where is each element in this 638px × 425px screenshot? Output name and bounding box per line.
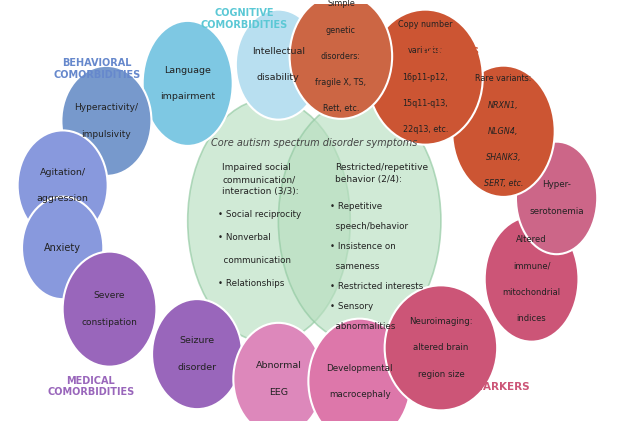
Text: fragile X, TS,: fragile X, TS, xyxy=(315,78,366,87)
Text: immune/: immune/ xyxy=(513,261,551,270)
Text: variants:: variants: xyxy=(408,46,443,55)
Text: Seizure: Seizure xyxy=(179,337,214,346)
Text: genetic: genetic xyxy=(326,26,356,34)
Text: MEDICAL
COMORBIDITIES: MEDICAL COMORBIDITIES xyxy=(47,376,135,397)
Text: 16p11-p12,: 16p11-p12, xyxy=(403,73,448,82)
Ellipse shape xyxy=(308,319,411,425)
Text: impulsivity: impulsivity xyxy=(82,130,131,139)
Text: altered brain: altered brain xyxy=(413,343,468,352)
Ellipse shape xyxy=(236,10,321,120)
Text: Core autism spectrum disorder symptoms: Core autism spectrum disorder symptoms xyxy=(211,138,418,147)
Text: Restricted/repetitive
behavior (2/4):: Restricted/repetitive behavior (2/4): xyxy=(335,163,427,184)
Text: Severe: Severe xyxy=(94,292,125,300)
Text: COGNITIVE
COMORBIDITIES: COGNITIVE COMORBIDITIES xyxy=(200,8,288,30)
Text: BIOMARKERS: BIOMARKERS xyxy=(452,382,530,391)
Text: macrocephaly: macrocephaly xyxy=(329,390,390,399)
Text: EEG: EEG xyxy=(269,388,288,397)
Text: aggression: aggression xyxy=(37,194,89,203)
Text: Language: Language xyxy=(164,66,211,75)
Ellipse shape xyxy=(234,323,323,425)
Text: abnormalities: abnormalities xyxy=(330,322,396,331)
Text: impairment: impairment xyxy=(160,92,215,101)
Text: region size: region size xyxy=(417,370,464,379)
Text: mitochondrial: mitochondrial xyxy=(503,288,561,297)
Text: • Relationships: • Relationships xyxy=(218,279,284,288)
Ellipse shape xyxy=(278,99,441,343)
Text: Simple: Simple xyxy=(327,0,355,8)
Text: sameness: sameness xyxy=(330,262,380,271)
Text: • Restricted interests: • Restricted interests xyxy=(330,282,424,291)
Ellipse shape xyxy=(63,252,156,367)
Text: Rett, etc.: Rett, etc. xyxy=(323,104,359,113)
Text: 22q13, etc.: 22q13, etc. xyxy=(403,125,448,134)
Text: constipation: constipation xyxy=(82,318,137,327)
Text: Impaired social
communication/
interaction (3/3):: Impaired social communication/ interacti… xyxy=(222,163,299,196)
Text: • Repetitive: • Repetitive xyxy=(330,202,382,211)
Text: Hyper-: Hyper- xyxy=(542,180,571,189)
Text: disability: disability xyxy=(257,73,300,82)
Ellipse shape xyxy=(367,10,483,144)
Text: • Sensory: • Sensory xyxy=(330,302,373,311)
Text: disorder: disorder xyxy=(177,363,217,372)
Ellipse shape xyxy=(143,21,233,146)
Ellipse shape xyxy=(290,0,392,119)
Text: Abnormal: Abnormal xyxy=(255,362,301,371)
Text: Anxiety: Anxiety xyxy=(44,243,81,253)
Text: speech/behavior: speech/behavior xyxy=(330,222,408,231)
Text: Neuroimaging:: Neuroimaging: xyxy=(409,317,473,326)
Text: SHANK3,: SHANK3, xyxy=(486,153,521,162)
Text: 15q11-q13,: 15q11-q13, xyxy=(403,99,448,108)
Ellipse shape xyxy=(22,197,103,299)
Text: • Insistence on: • Insistence on xyxy=(330,242,396,251)
Ellipse shape xyxy=(188,99,350,343)
Text: NRXN1,: NRXN1, xyxy=(488,101,519,110)
Ellipse shape xyxy=(61,66,151,176)
Ellipse shape xyxy=(516,142,597,254)
Ellipse shape xyxy=(485,217,579,342)
Text: SERT, etc.: SERT, etc. xyxy=(484,179,523,188)
Text: Agitation/: Agitation/ xyxy=(40,168,85,177)
Text: Hyperactivity/: Hyperactivity/ xyxy=(75,103,138,112)
Text: Developmental: Developmental xyxy=(327,363,393,373)
Text: disorders:: disorders: xyxy=(321,52,361,61)
Text: Copy number: Copy number xyxy=(398,20,452,29)
Text: Rare variants:: Rare variants: xyxy=(475,74,531,83)
Text: indices: indices xyxy=(517,314,547,323)
Text: • Nonverbal: • Nonverbal xyxy=(218,233,271,242)
Text: serotonemia: serotonemia xyxy=(530,207,584,215)
Text: BEHAVIORAL
COMORBIDITIES: BEHAVIORAL COMORBIDITIES xyxy=(54,58,140,79)
Text: NLGN4,: NLGN4, xyxy=(488,127,519,136)
Ellipse shape xyxy=(452,65,554,197)
Text: communication: communication xyxy=(218,256,291,265)
Ellipse shape xyxy=(152,299,242,409)
Text: • Social reciprocity: • Social reciprocity xyxy=(218,210,301,219)
Text: Intellectual: Intellectual xyxy=(252,47,305,56)
Text: GENETICS: GENETICS xyxy=(421,47,479,57)
Ellipse shape xyxy=(385,285,497,411)
Ellipse shape xyxy=(18,130,108,241)
Text: Altered: Altered xyxy=(516,235,547,244)
